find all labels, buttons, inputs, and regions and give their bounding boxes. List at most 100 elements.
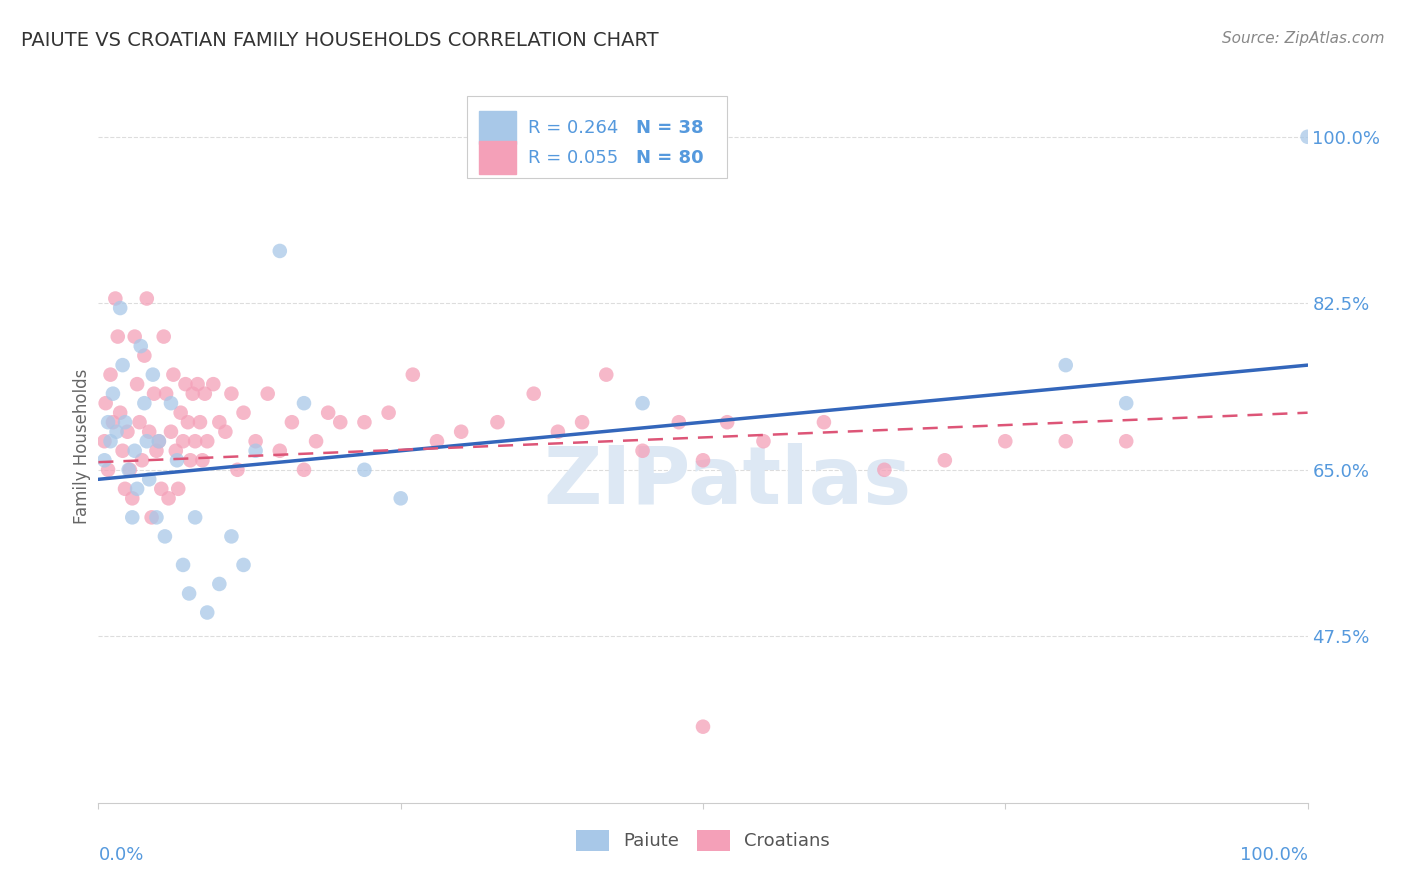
Point <box>97 463 120 477</box>
Point <box>329 415 352 429</box>
Point <box>353 463 375 477</box>
Point <box>179 453 201 467</box>
Point <box>194 386 217 401</box>
Point <box>148 434 170 449</box>
Point <box>93 453 115 467</box>
Point <box>1054 358 1077 372</box>
Point <box>93 434 115 449</box>
Point <box>245 434 267 449</box>
Point <box>97 415 120 429</box>
Point <box>389 491 412 506</box>
Point <box>305 434 328 449</box>
Bar <box>479 112 516 144</box>
Point <box>104 292 127 306</box>
Point <box>138 425 160 439</box>
Point <box>994 434 1017 449</box>
Point <box>692 453 714 467</box>
Point <box>450 425 472 439</box>
Point <box>269 244 291 258</box>
Text: PAIUTE VS CROATIAN FAMILY HOUSEHOLDS CORRELATION CHART: PAIUTE VS CROATIAN FAMILY HOUSEHOLDS COR… <box>21 31 659 50</box>
Point <box>208 415 231 429</box>
Point <box>100 434 122 449</box>
Text: N = 38: N = 38 <box>637 119 704 136</box>
Legend: Paiute, Croatians: Paiute, Croatians <box>569 822 837 858</box>
Point <box>134 396 156 410</box>
Point <box>121 510 143 524</box>
Point <box>148 434 170 449</box>
Point <box>226 463 249 477</box>
Text: 0.0%: 0.0% <box>98 846 143 863</box>
Point <box>129 339 152 353</box>
Point <box>1115 396 1137 410</box>
Point <box>571 415 593 429</box>
Text: N = 80: N = 80 <box>637 149 704 167</box>
Point <box>174 377 197 392</box>
Point <box>166 453 188 467</box>
Point <box>101 415 124 429</box>
Point <box>172 434 194 449</box>
Point <box>716 415 738 429</box>
Point <box>167 482 190 496</box>
Point <box>162 368 184 382</box>
FancyBboxPatch shape <box>467 96 727 178</box>
Point <box>117 425 139 439</box>
Point <box>160 396 183 410</box>
Point <box>523 386 546 401</box>
Point <box>177 415 200 429</box>
Point <box>141 510 163 524</box>
Point <box>108 406 131 420</box>
Bar <box>479 142 516 174</box>
Point <box>221 386 243 401</box>
Point <box>124 443 146 458</box>
Point <box>221 529 243 543</box>
Point <box>269 443 291 458</box>
Y-axis label: Family Households: Family Households <box>73 368 91 524</box>
Point <box>188 415 211 429</box>
Point <box>208 577 231 591</box>
Point <box>145 510 167 524</box>
Point <box>232 558 254 572</box>
Point <box>118 463 141 477</box>
Point <box>127 482 149 496</box>
Point <box>165 443 187 458</box>
Point <box>169 406 191 420</box>
Point <box>155 386 177 401</box>
Point <box>157 491 180 506</box>
Point <box>131 453 153 467</box>
Point <box>124 329 146 343</box>
Point <box>111 358 134 372</box>
Text: Source: ZipAtlas.com: Source: ZipAtlas.com <box>1222 31 1385 46</box>
Point <box>179 586 201 600</box>
Point <box>118 463 141 477</box>
Point <box>595 368 617 382</box>
Point <box>402 368 425 382</box>
Point <box>547 425 569 439</box>
Point <box>111 443 134 458</box>
Point <box>135 434 157 449</box>
Point <box>134 349 156 363</box>
Point <box>668 415 690 429</box>
Point <box>202 377 225 392</box>
Point <box>138 472 160 486</box>
Point <box>105 425 128 439</box>
Point <box>813 415 835 429</box>
Point <box>292 396 315 410</box>
Point <box>1054 434 1077 449</box>
Point <box>101 386 124 401</box>
Text: ZIPatlas: ZIPatlas <box>543 442 911 521</box>
Point <box>150 482 173 496</box>
Point <box>108 301 131 315</box>
Point <box>94 396 117 410</box>
Point <box>631 443 654 458</box>
Point <box>114 482 136 496</box>
Point <box>1296 129 1319 144</box>
Point <box>187 377 209 392</box>
Point <box>100 368 122 382</box>
Point <box>631 396 654 410</box>
Point <box>121 491 143 506</box>
Point <box>316 406 339 420</box>
Point <box>127 377 149 392</box>
Point <box>114 415 136 429</box>
Point <box>135 292 157 306</box>
Point <box>195 434 218 449</box>
